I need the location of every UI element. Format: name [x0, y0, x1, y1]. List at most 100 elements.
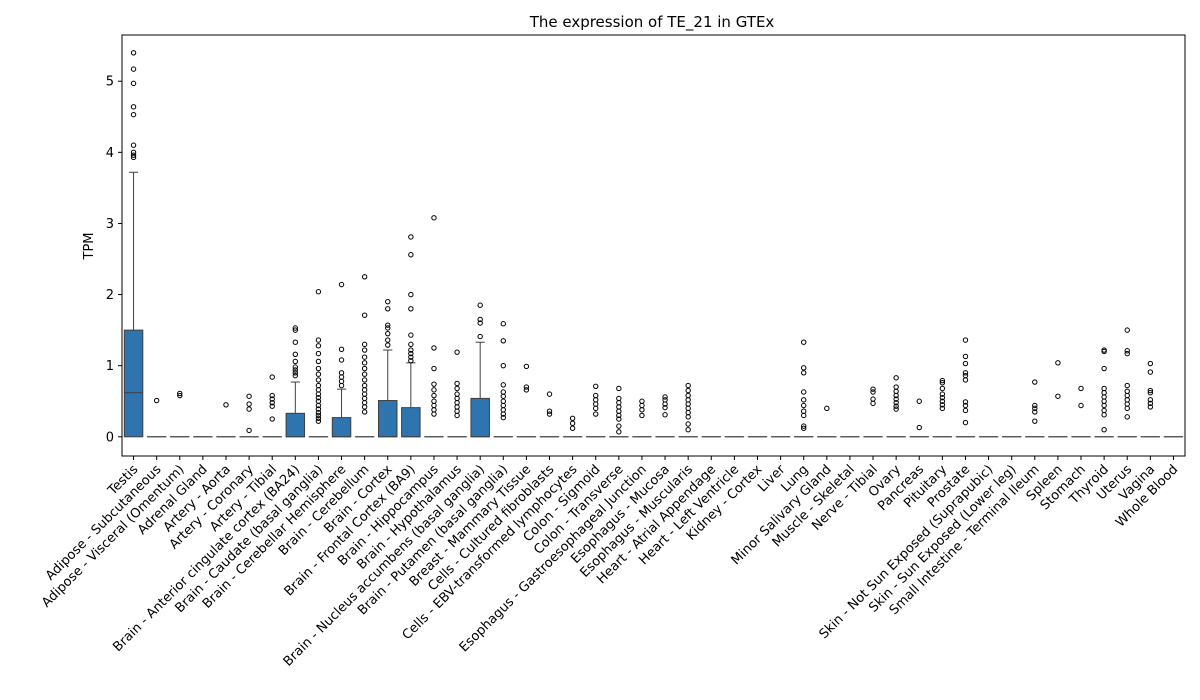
outlier-point [246, 406, 252, 412]
outlier-point [1147, 369, 1154, 375]
box-group [1117, 327, 1137, 438]
outlier-point [593, 411, 599, 417]
outlier-point [153, 397, 160, 404]
outlier-point [1124, 348, 1130, 354]
outlier-point [1032, 418, 1038, 424]
outlier-point [616, 416, 622, 422]
outlier-point [870, 400, 876, 407]
outlier-point [685, 409, 691, 416]
outlier-point [454, 380, 460, 387]
outlier-point [431, 381, 437, 387]
outlier-point [1055, 393, 1061, 399]
outlier-point [315, 412, 322, 419]
outlier-point [801, 402, 807, 409]
outlier-point [962, 407, 969, 414]
box-group [562, 415, 583, 438]
y-tick-label: 0 [106, 430, 114, 445]
outlier-point [338, 346, 345, 353]
outlier-point [893, 384, 899, 390]
outlier-point [1055, 360, 1061, 366]
outlier-point [1124, 397, 1130, 403]
outlier-point [801, 408, 807, 414]
outlier-point [408, 306, 414, 312]
outlier-point [662, 397, 668, 403]
outlier-point [477, 333, 483, 340]
outlier-point [500, 338, 506, 344]
box-group [516, 363, 537, 438]
outlier-point [500, 362, 506, 369]
outlier-point [962, 360, 969, 367]
outlier-point [315, 371, 322, 377]
outlier-point [962, 370, 969, 376]
outlier-point [431, 387, 437, 393]
outlier-point [569, 415, 576, 422]
plot-frame [121, 34, 1186, 457]
box-group [146, 397, 167, 438]
outlier-point [315, 387, 322, 393]
outlier-point [546, 408, 553, 414]
outlier-point [1101, 398, 1107, 404]
outlier-point [639, 407, 645, 413]
outlier-point [616, 429, 622, 435]
outlier-point [685, 421, 691, 427]
outlier-point [1147, 387, 1154, 394]
outlier-point [1101, 385, 1107, 392]
box-group [655, 394, 675, 438]
outlier-point [616, 385, 622, 392]
outlier-point [962, 353, 969, 360]
outlier-point [223, 402, 229, 408]
outlier-point [177, 392, 183, 399]
box-group [401, 234, 421, 438]
outlier-point [130, 104, 137, 110]
box-group [909, 398, 929, 438]
outlier-point [801, 412, 807, 419]
box-group [817, 405, 837, 438]
outlier-point [385, 325, 391, 331]
outlier-point [361, 360, 368, 366]
outlier-point [431, 215, 437, 221]
outlier-point [269, 392, 275, 399]
outlier-point [962, 337, 969, 343]
outlier-point [685, 387, 691, 394]
outlier-point [1101, 394, 1107, 400]
y-tick-label: 4 [106, 146, 114, 161]
outlier-point [916, 398, 922, 404]
outlier-point [939, 385, 946, 392]
outlier-point [408, 350, 414, 357]
outlier-point [1124, 392, 1130, 399]
outlier-point [801, 339, 807, 345]
outlier-point [292, 325, 299, 331]
outlier-point [569, 425, 576, 431]
box-group [1094, 347, 1114, 438]
outlier-point [893, 388, 899, 394]
outlier-point [454, 399, 460, 406]
outlier-point [962, 372, 969, 379]
outlier-point [246, 393, 252, 399]
outlier-point [431, 398, 437, 404]
outlier-point [1101, 390, 1107, 396]
outlier-point [1101, 402, 1107, 409]
outlier-point [361, 354, 368, 360]
outlier-point [338, 374, 345, 380]
box-group [123, 50, 144, 438]
outlier-point [1124, 382, 1130, 389]
box-group [170, 390, 190, 438]
outlier-point [1147, 360, 1154, 367]
outlier-point [1078, 402, 1084, 409]
y-tick-label: 3 [106, 217, 114, 232]
y-axis-ticks: 0 1 2 3 4 5 [106, 75, 122, 445]
box [378, 400, 398, 438]
outlier-point [593, 405, 599, 412]
outlier-point [801, 425, 807, 431]
outlier-point [1147, 400, 1154, 407]
outlier-point [801, 370, 807, 376]
outlier-point [939, 402, 946, 408]
outlier-point [431, 345, 437, 351]
outlier-point [315, 382, 322, 389]
outlier-point [385, 342, 391, 348]
outlier-point [315, 406, 322, 412]
outlier-point [292, 364, 299, 370]
outlier-point [361, 347, 368, 353]
